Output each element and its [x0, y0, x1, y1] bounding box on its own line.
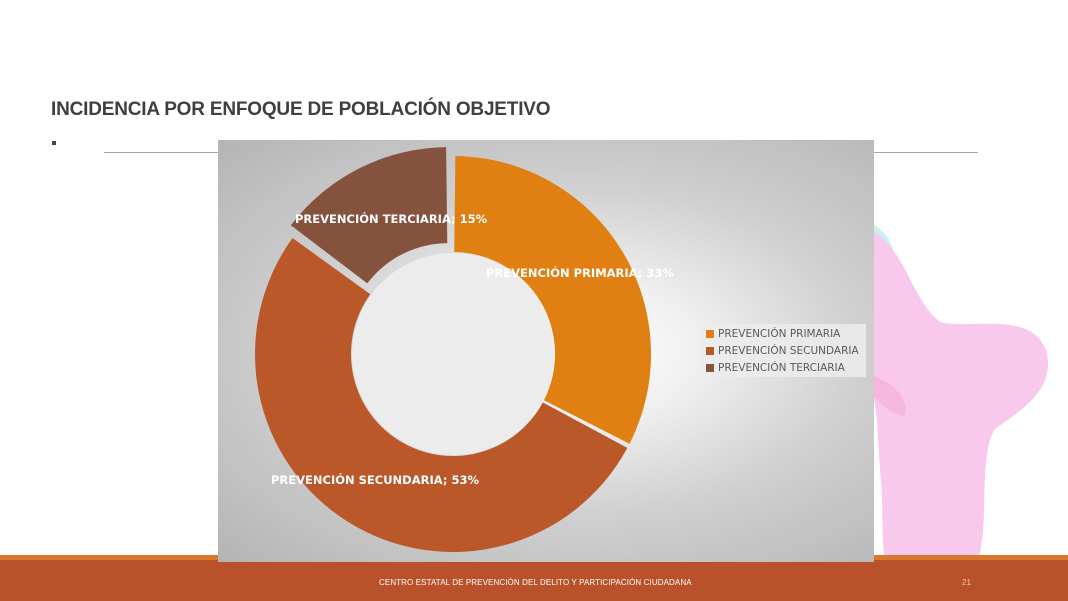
slice-terciaria: [290, 147, 448, 284]
data-label-primaria: PREVENCIÓN PRIMARIA; 33%: [486, 265, 674, 280]
chart-legend: PREVENCIÓN PRIMARIA PREVENCIÓN SECUNDARIA…: [702, 324, 866, 377]
legend-label: PREVENCIÓN SECUNDARIA: [718, 345, 859, 357]
footer-text: CENTRO ESTATAL DE PREVENCIÓN DEL DELITO …: [379, 578, 692, 587]
legend-swatch: [706, 364, 714, 372]
decorative-pink-accent: [874, 376, 906, 416]
legend-swatch: [706, 330, 714, 338]
legend-swatch: [706, 347, 714, 355]
bullet-dot: [52, 141, 56, 145]
legend-item: PREVENCIÓN SECUNDARIA: [706, 343, 859, 359]
slice-primaria: [454, 156, 651, 444]
legend-item: PREVENCIÓN TERCIARIA: [706, 360, 845, 376]
slice-secundaria: [254, 238, 628, 552]
legend-item: PREVENCIÓN PRIMARIA: [706, 326, 840, 342]
doughnut-hole: [352, 253, 554, 455]
legend-label: PREVENCIÓN TERCIARIA: [718, 362, 845, 374]
decorative-pink-blob: [874, 232, 1049, 596]
doughnut-chart: PREVENCIÓN PRIMARIA; 33% PREVENCIÓN SECUN…: [254, 147, 674, 552]
footer-band: [0, 560, 1068, 601]
slide-title: INCIDENCIA POR ENFOQUE DE POBLACIÓN OBJE…: [51, 99, 551, 120]
legend-label: PREVENCIÓN PRIMARIA: [718, 328, 841, 340]
data-label-secundaria: PREVENCIÓN SECUNDARIA; 53%: [271, 472, 479, 487]
chart-panel: PREVENCIÓN PRIMARIA; 33% PREVENCIÓN SECUN…: [218, 140, 874, 562]
page-number: 21: [962, 578, 971, 587]
data-label-terciaria: PREVENCIÓN TERCIARIA; 15%: [295, 211, 488, 226]
